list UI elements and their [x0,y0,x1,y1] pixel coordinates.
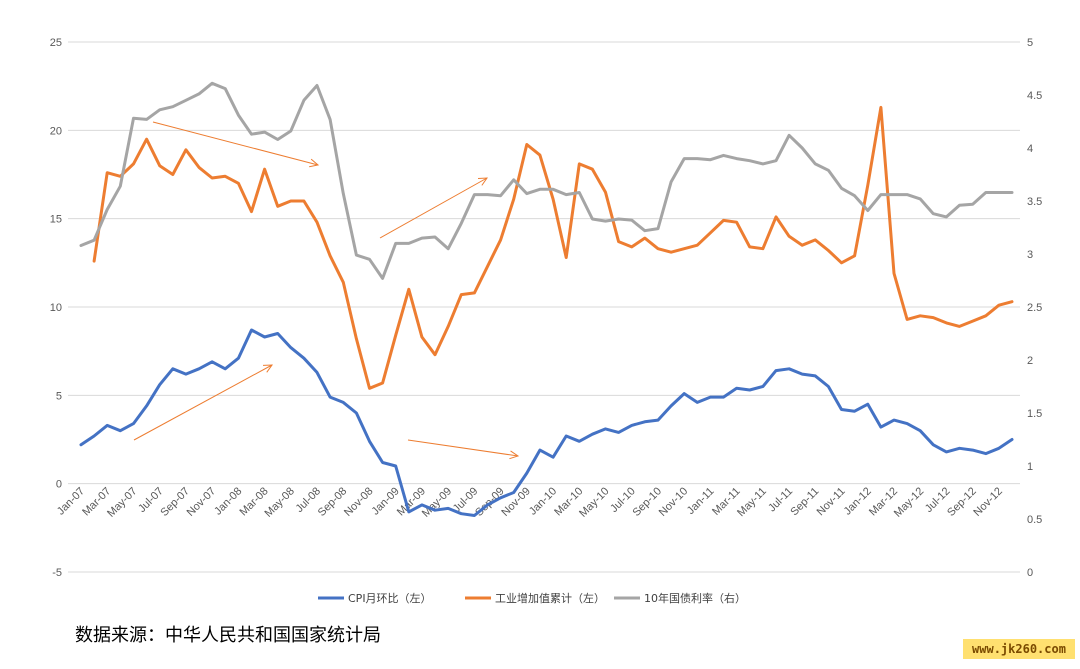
trend-arrow-head [309,158,320,168]
left-tick-label: 0 [56,479,62,491]
x-tick-label: May-12 [892,485,926,519]
x-tick-label: May-09 [420,485,454,519]
right-tick-label: 2.5 [1027,302,1042,314]
right-axis-ticks: 0 0.5 1 1.5 2 2.5 3 3.5 4 4.5 5 [1027,37,1042,579]
right-tick-label: 4 [1027,143,1033,155]
data-source-note: 数据来源：中华人民共和国国家统计局 [75,625,381,646]
x-tick-label: Nov-12 [971,485,1005,519]
trend-arrow [133,364,273,441]
trend-arrow-head [477,177,489,186]
series-lines [79,81,1014,517]
right-tick-label: 5 [1027,37,1033,49]
x-tick-label: Nov-08 [342,485,376,519]
legend: CPI月环比（左） 工业增加值累计（左） 10年国债利率（右） [318,591,746,605]
series-line-3 [79,81,1014,280]
x-tick-label: Sep-11 [788,485,821,518]
right-tick-label: 0.5 [1027,514,1042,526]
legend-label: 工业增加值累计（左） [495,591,605,605]
x-tick-label: May-08 [262,485,296,519]
x-axis-ticks: Jan-07Mar-07May-07Jul-07Sep-07Nov-07Jan-… [55,485,1005,519]
legend-label: 10年国债利率（右） [644,591,746,605]
trend-arrow [152,121,319,166]
x-tick-label: Nov-07 [185,485,219,519]
series-line-1 [79,328,1014,517]
trend-arrows [133,121,520,460]
left-axis-ticks: -5 0 5 10 15 20 25 [50,37,62,579]
right-tick-label: 2 [1027,355,1033,367]
left-tick-label: 20 [50,125,62,137]
watermark: www.jk260.com [963,639,1075,659]
x-tick-label: May-10 [577,485,611,519]
series-line-2 [92,105,1014,390]
gridlines [68,41,1020,573]
left-tick-label: 10 [50,302,62,314]
left-tick-label: -5 [52,567,62,579]
x-tick-label: May-07 [105,485,139,519]
right-tick-label: 3.5 [1027,196,1042,208]
x-tick-label: Nov-11 [815,485,848,518]
right-tick-label: 1.5 [1027,408,1042,420]
right-tick-label: 4.5 [1027,90,1042,102]
left-tick-label: 25 [50,37,62,49]
x-tick-label: May-11 [735,485,769,519]
left-tick-label: 5 [56,390,62,402]
trend-arrow-head [262,364,274,373]
right-tick-label: 3 [1027,249,1033,261]
trend-arrow-head [509,450,520,460]
trend-arrow [379,177,488,239]
legend-label: CPI月环比（左） [348,592,432,605]
left-tick-label: 15 [50,214,62,226]
trend-arrow [407,439,519,457]
x-tick-label: Nov-10 [657,485,691,519]
right-tick-label: 1 [1027,461,1033,473]
right-tick-label: 0 [1027,567,1033,579]
